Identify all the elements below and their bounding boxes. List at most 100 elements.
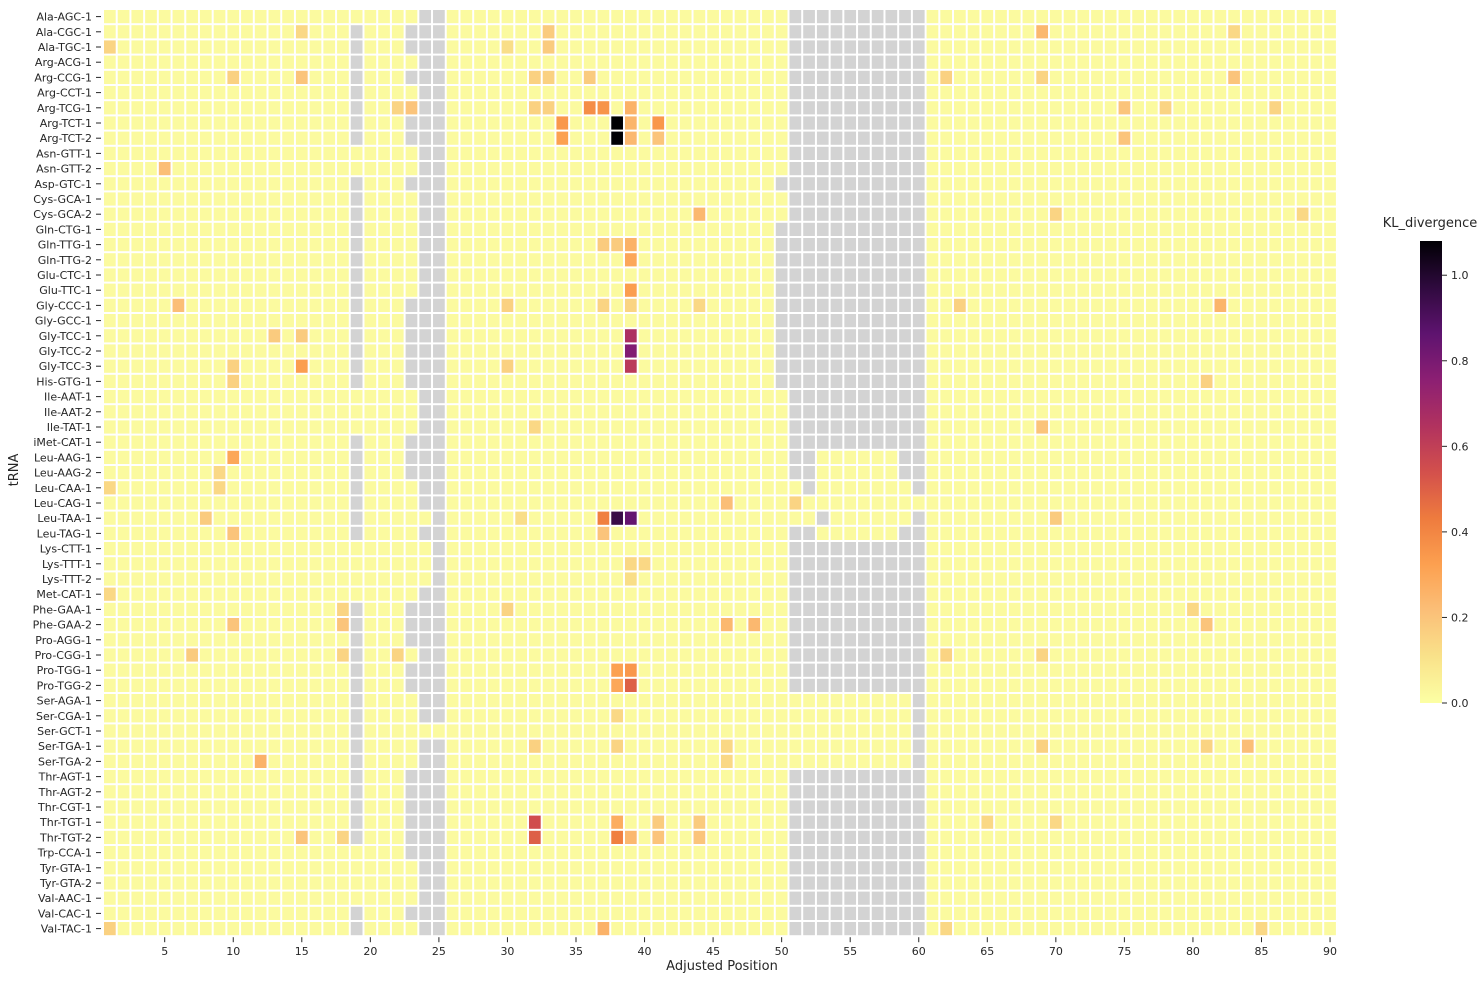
heatmap-cell bbox=[419, 602, 432, 616]
heatmap-cell bbox=[1022, 238, 1035, 252]
heatmap-cell bbox=[597, 162, 610, 176]
heatmap-cell bbox=[1200, 298, 1213, 312]
heatmap-cell bbox=[1077, 770, 1090, 784]
heatmap-cell bbox=[186, 678, 198, 692]
heatmap-cell bbox=[940, 754, 953, 768]
heatmap-cell bbox=[282, 754, 294, 768]
heatmap-cell bbox=[597, 526, 610, 540]
heatmap-cell bbox=[844, 496, 857, 510]
heatmap-cell bbox=[378, 435, 390, 449]
heatmap-cell bbox=[337, 618, 349, 632]
heatmap-cell bbox=[762, 253, 774, 267]
heatmap-cell bbox=[145, 633, 157, 647]
heatmap-cell bbox=[940, 55, 953, 69]
heatmap-cell bbox=[186, 420, 198, 434]
heatmap-cell bbox=[885, 390, 898, 404]
heatmap-cell bbox=[1214, 192, 1227, 206]
heatmap-cell bbox=[1008, 557, 1021, 571]
heatmap-cell bbox=[131, 253, 144, 267]
heatmap-cell bbox=[1214, 390, 1227, 404]
heatmap-cell bbox=[446, 800, 459, 814]
heatmap-cell bbox=[145, 344, 157, 358]
heatmap-cell bbox=[364, 481, 377, 495]
heatmap-cell bbox=[844, 587, 857, 601]
heatmap-cell bbox=[104, 192, 116, 206]
heatmap-cell bbox=[967, 405, 980, 419]
heatmap-cell bbox=[1132, 648, 1144, 662]
heatmap-cell bbox=[1269, 709, 1282, 723]
heatmap-cell bbox=[940, 709, 953, 723]
heatmap-cell bbox=[227, 314, 240, 328]
heatmap-cell bbox=[337, 602, 349, 616]
heatmap-cell bbox=[885, 131, 898, 145]
heatmap-cell bbox=[940, 572, 953, 586]
heatmap-cell bbox=[145, 70, 157, 84]
heatmap-cell bbox=[529, 678, 541, 692]
heatmap-cell bbox=[241, 694, 253, 708]
heatmap-cell bbox=[1132, 25, 1144, 39]
heatmap-cell bbox=[391, 314, 404, 328]
heatmap-cell bbox=[391, 770, 404, 784]
heatmap-cell bbox=[1241, 450, 1254, 464]
heatmap-cell bbox=[405, 55, 418, 69]
heatmap-cell bbox=[1091, 678, 1103, 692]
heatmap-cell bbox=[474, 116, 486, 130]
heatmap-cell bbox=[487, 450, 500, 464]
heatmap-cell bbox=[583, 40, 596, 54]
heatmap-cell bbox=[1159, 131, 1172, 145]
heatmap-cell bbox=[433, 374, 445, 388]
heatmap-cell bbox=[789, 481, 802, 495]
heatmap-cell bbox=[268, 602, 281, 616]
heatmap-cell bbox=[1036, 633, 1048, 647]
heatmap-cell bbox=[1145, 40, 1158, 54]
heatmap-cell bbox=[1310, 800, 1323, 814]
heatmap-cell bbox=[1049, 25, 1062, 39]
heatmap-cell bbox=[789, 572, 802, 586]
heatmap-cell bbox=[282, 663, 294, 677]
heatmap-cell bbox=[378, 192, 390, 206]
heatmap-cell bbox=[1241, 694, 1254, 708]
heatmap-cell bbox=[1296, 709, 1309, 723]
heatmap-cell bbox=[570, 496, 582, 510]
heatmap-cell bbox=[926, 526, 939, 540]
heatmap-cell bbox=[995, 435, 1007, 449]
heatmap-cell bbox=[1283, 770, 1295, 784]
heatmap-cell bbox=[131, 663, 144, 677]
heatmap-cell bbox=[1269, 222, 1282, 236]
heatmap-cell bbox=[816, 222, 829, 236]
heatmap-cell bbox=[583, 268, 596, 282]
heatmap-cell bbox=[1173, 435, 1186, 449]
heatmap-cell bbox=[583, 101, 596, 115]
heatmap-cell bbox=[954, 162, 966, 176]
heatmap-cell bbox=[885, 192, 898, 206]
heatmap-cell bbox=[926, 678, 939, 692]
heatmap-cell bbox=[789, 162, 802, 176]
heatmap-cell bbox=[378, 374, 390, 388]
heatmap-cell bbox=[1255, 678, 1268, 692]
heatmap-cell bbox=[707, 101, 719, 115]
heatmap-cell bbox=[816, 785, 829, 799]
heatmap-cell bbox=[1200, 101, 1213, 115]
heatmap-cell bbox=[775, 86, 788, 100]
heatmap-cell bbox=[624, 633, 637, 647]
heatmap-cell bbox=[1173, 557, 1186, 571]
heatmap-cell bbox=[117, 602, 130, 616]
heatmap-cell bbox=[803, 314, 815, 328]
heatmap-cell bbox=[474, 314, 486, 328]
heatmap-cell bbox=[227, 390, 240, 404]
heatmap-cell bbox=[1145, 10, 1158, 24]
heatmap-cell bbox=[515, 268, 528, 282]
heatmap-cell bbox=[1283, 739, 1295, 753]
heatmap-cell bbox=[789, 283, 802, 297]
heatmap-cell bbox=[241, 390, 253, 404]
heatmap-cell bbox=[460, 526, 473, 540]
heatmap-cell bbox=[597, 739, 610, 753]
heatmap-cell bbox=[816, 618, 829, 632]
heatmap-cell bbox=[1324, 116, 1336, 130]
heatmap-cell bbox=[816, 633, 829, 647]
heatmap-cell bbox=[611, 572, 623, 586]
heatmap-cell bbox=[995, 298, 1007, 312]
heatmap-cell bbox=[611, 298, 623, 312]
heatmap-cell bbox=[104, 329, 116, 343]
heatmap-cell bbox=[419, 238, 432, 252]
